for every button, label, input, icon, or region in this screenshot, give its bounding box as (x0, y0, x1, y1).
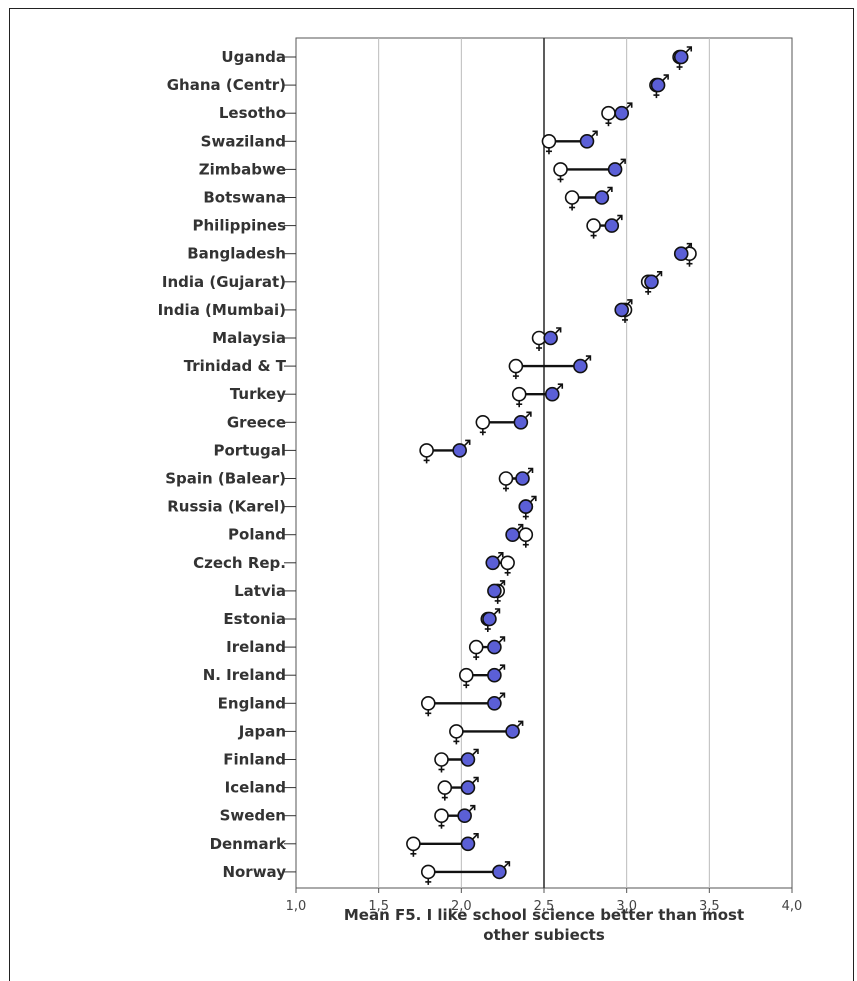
category-label-india-mumbai: India (Mumbai) (158, 301, 286, 319)
boys-marker-ghana-centr (650, 74, 669, 93)
category-label-portugal: Portugal (213, 441, 286, 459)
girls-marker-turkey (511, 386, 527, 408)
boys-marker-malaysia (543, 327, 562, 346)
category-label-norway: Norway (222, 863, 286, 881)
boys-marker-denmark (460, 832, 479, 852)
boys-marker-turkey (544, 383, 564, 402)
category-label-russia-karel: Russia (Karel) (167, 498, 286, 516)
girls-marker-denmark (406, 836, 421, 857)
category-label-finland: Finland (223, 751, 286, 769)
category-label-denmark: Denmark (210, 835, 287, 853)
boys-marker-czech-rep (485, 551, 504, 571)
boys-marker-spain-balear (515, 467, 534, 486)
boys-marker-india-gujarat (644, 270, 663, 290)
boys-marker-sweden (457, 804, 476, 824)
girls-marker-greece (475, 414, 491, 436)
boys-marker-zimbabwe (607, 158, 626, 177)
boys-marker-bangladesh (673, 242, 693, 261)
x-tick-label-6: 4,0 (782, 899, 803, 914)
category-label-botswana: Botswana (203, 189, 286, 207)
girls-marker-finland (434, 752, 449, 773)
category-label-greece: Greece (227, 413, 286, 431)
x-tick-label-4: 3,0 (616, 899, 637, 914)
girls-marker-malaysia (531, 330, 547, 351)
girls-marker-philippines (586, 218, 601, 239)
x-tick-label-5: 3,5 (699, 899, 720, 914)
boys-marker-russia-karel (518, 495, 537, 514)
boys-marker-iceland (460, 776, 479, 795)
category-label-philippines: Philippines (193, 217, 287, 235)
category-label-latvia: Latvia (234, 582, 286, 600)
boys-marker-portugal (452, 439, 471, 458)
category-label-ireland: Ireland (226, 638, 286, 656)
category-label-estonia: Estonia (223, 610, 286, 628)
boys-marker-india-mumbai (614, 299, 633, 318)
boys-marker-poland (505, 523, 524, 543)
x-axis-label-line-2: other subiects (483, 926, 605, 944)
boys-marker-n-ireland (487, 664, 506, 683)
boys-marker-lesotho (614, 102, 633, 121)
girls-marker-japan (449, 724, 464, 745)
girls-marker-england (420, 695, 436, 717)
category-label-iceland: Iceland (225, 779, 286, 797)
girls-marker-spain-balear (498, 471, 514, 492)
category-label-swaziland: Swaziland (201, 132, 286, 150)
boys-marker-estonia (482, 608, 501, 627)
boys-marker-botswana (594, 186, 613, 205)
category-label-ghana-centr: Ghana (Centr) (167, 76, 286, 94)
girls-marker-sweden (434, 808, 449, 829)
girls-marker-trinidad-t (508, 358, 524, 380)
boys-marker-trinidad-t (573, 355, 592, 374)
category-label-india-gujarat: India (Gujarat) (162, 273, 286, 291)
girls-marker-poland (518, 527, 534, 548)
category-label-spain-balear: Spain (Balear) (165, 470, 286, 488)
girls-marker-lesotho (601, 105, 616, 127)
boys-marker-philippines (604, 214, 623, 233)
category-label-japan: Japan (238, 722, 286, 740)
category-label-lesotho: Lesotho (219, 104, 286, 122)
category-label-turkey: Turkey (230, 385, 286, 403)
girls-marker-zimbabwe (553, 162, 568, 183)
boys-marker-finland (460, 748, 479, 767)
figure-frame (9, 8, 854, 981)
girls-marker-n-ireland (458, 667, 474, 689)
boys-marker-latvia (487, 580, 506, 599)
x-tick-label-3: 2,5 (534, 899, 555, 914)
x-tick-label-0: 1,0 (286, 899, 307, 914)
boys-marker-japan (505, 720, 524, 739)
boys-marker-greece (513, 411, 532, 430)
boys-marker-uganda (673, 46, 693, 65)
boys-marker-england (487, 692, 506, 711)
girls-marker-portugal (419, 443, 434, 464)
girls-marker-norway (420, 864, 436, 885)
category-label-zimbabwe: Zimbabwe (199, 160, 286, 178)
x-axis-label-line-1: Mean F5. I like school science better th… (344, 906, 744, 924)
girls-marker-ireland (468, 639, 484, 661)
category-label-sweden: Sweden (220, 807, 286, 825)
category-label-england: England (218, 694, 286, 712)
girls-marker-botswana (564, 190, 580, 211)
girls-marker-swaziland (541, 134, 557, 155)
category-label-poland: Poland (228, 526, 286, 544)
category-label-czech-rep: Czech Rep. (193, 554, 286, 572)
category-label-bangladesh: Bangladesh (187, 245, 286, 263)
category-label-n-ireland: N. Ireland (203, 666, 286, 684)
category-label-malaysia: Malaysia (212, 329, 286, 347)
category-label-uganda: Uganda (221, 48, 286, 66)
boys-marker-swaziland (579, 130, 598, 149)
girls-marker-iceland (437, 780, 453, 801)
girls-marker-czech-rep (500, 555, 515, 576)
x-tick-label-2: 2,0 (451, 899, 472, 914)
boys-marker-ireland (487, 636, 506, 655)
x-tick-label-1: 1,5 (368, 899, 389, 914)
boys-marker-norway (492, 861, 511, 880)
category-label-trinidad-t: Trinidad & T (184, 357, 287, 375)
